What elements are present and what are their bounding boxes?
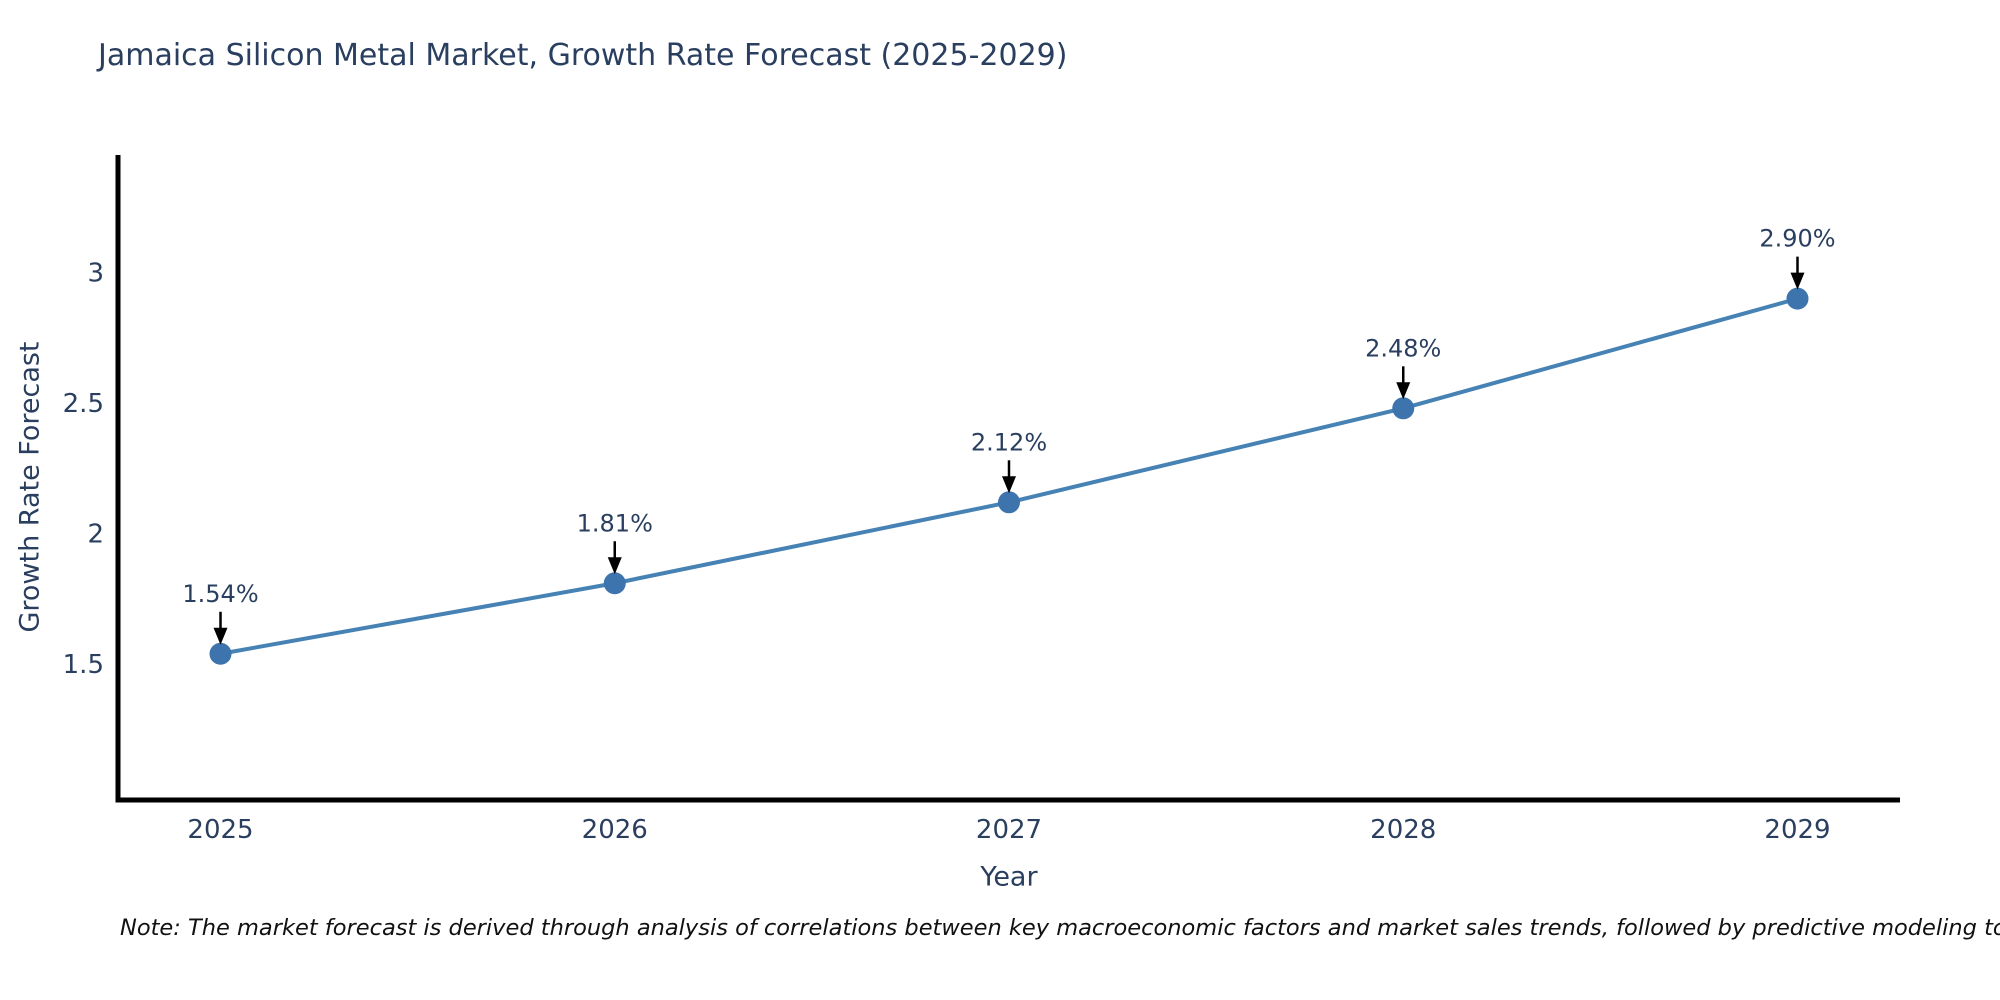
y-tick-label: 2 bbox=[87, 520, 104, 550]
y-tick-label: 1.5 bbox=[63, 650, 104, 680]
data-point[interactable] bbox=[998, 491, 1020, 514]
annotation-label: 2.90% bbox=[1759, 225, 1835, 253]
annotation-arrowhead bbox=[607, 557, 622, 575]
x-axis-title: Year bbox=[980, 861, 1038, 893]
annotation-label: 1.81% bbox=[577, 509, 653, 537]
y-axis-title: Growth Rate Forecast bbox=[14, 341, 46, 633]
footnote: Note: The market forecast is derived thr… bbox=[120, 915, 2000, 941]
x-tick-label: 2025 bbox=[187, 815, 253, 845]
data-point[interactable] bbox=[603, 572, 626, 595]
x-tick-label: 2028 bbox=[1370, 815, 1436, 845]
annotation-arrowhead bbox=[213, 627, 228, 645]
y-tick-label: 3 bbox=[87, 259, 104, 289]
annotation-arrowhead bbox=[1002, 476, 1016, 494]
data-point[interactable] bbox=[1392, 397, 1415, 420]
y-tick-label: 2.5 bbox=[63, 389, 104, 419]
annotation-arrowhead bbox=[1396, 382, 1411, 400]
chart-title: Jamaica Silicon Metal Market, Growth Rat… bbox=[98, 38, 1068, 73]
x-tick-label: 2026 bbox=[582, 815, 648, 845]
annotation-arrowhead bbox=[1790, 272, 1805, 290]
x-tick-label: 2029 bbox=[1764, 815, 1830, 845]
annotation-label: 1.54% bbox=[182, 580, 258, 608]
annotation-label: 2.12% bbox=[971, 428, 1047, 456]
annotation-label: 2.48% bbox=[1365, 334, 1441, 362]
data-point[interactable] bbox=[209, 642, 232, 665]
x-tick-label: 2027 bbox=[976, 815, 1042, 845]
data-point[interactable] bbox=[1786, 287, 1809, 310]
